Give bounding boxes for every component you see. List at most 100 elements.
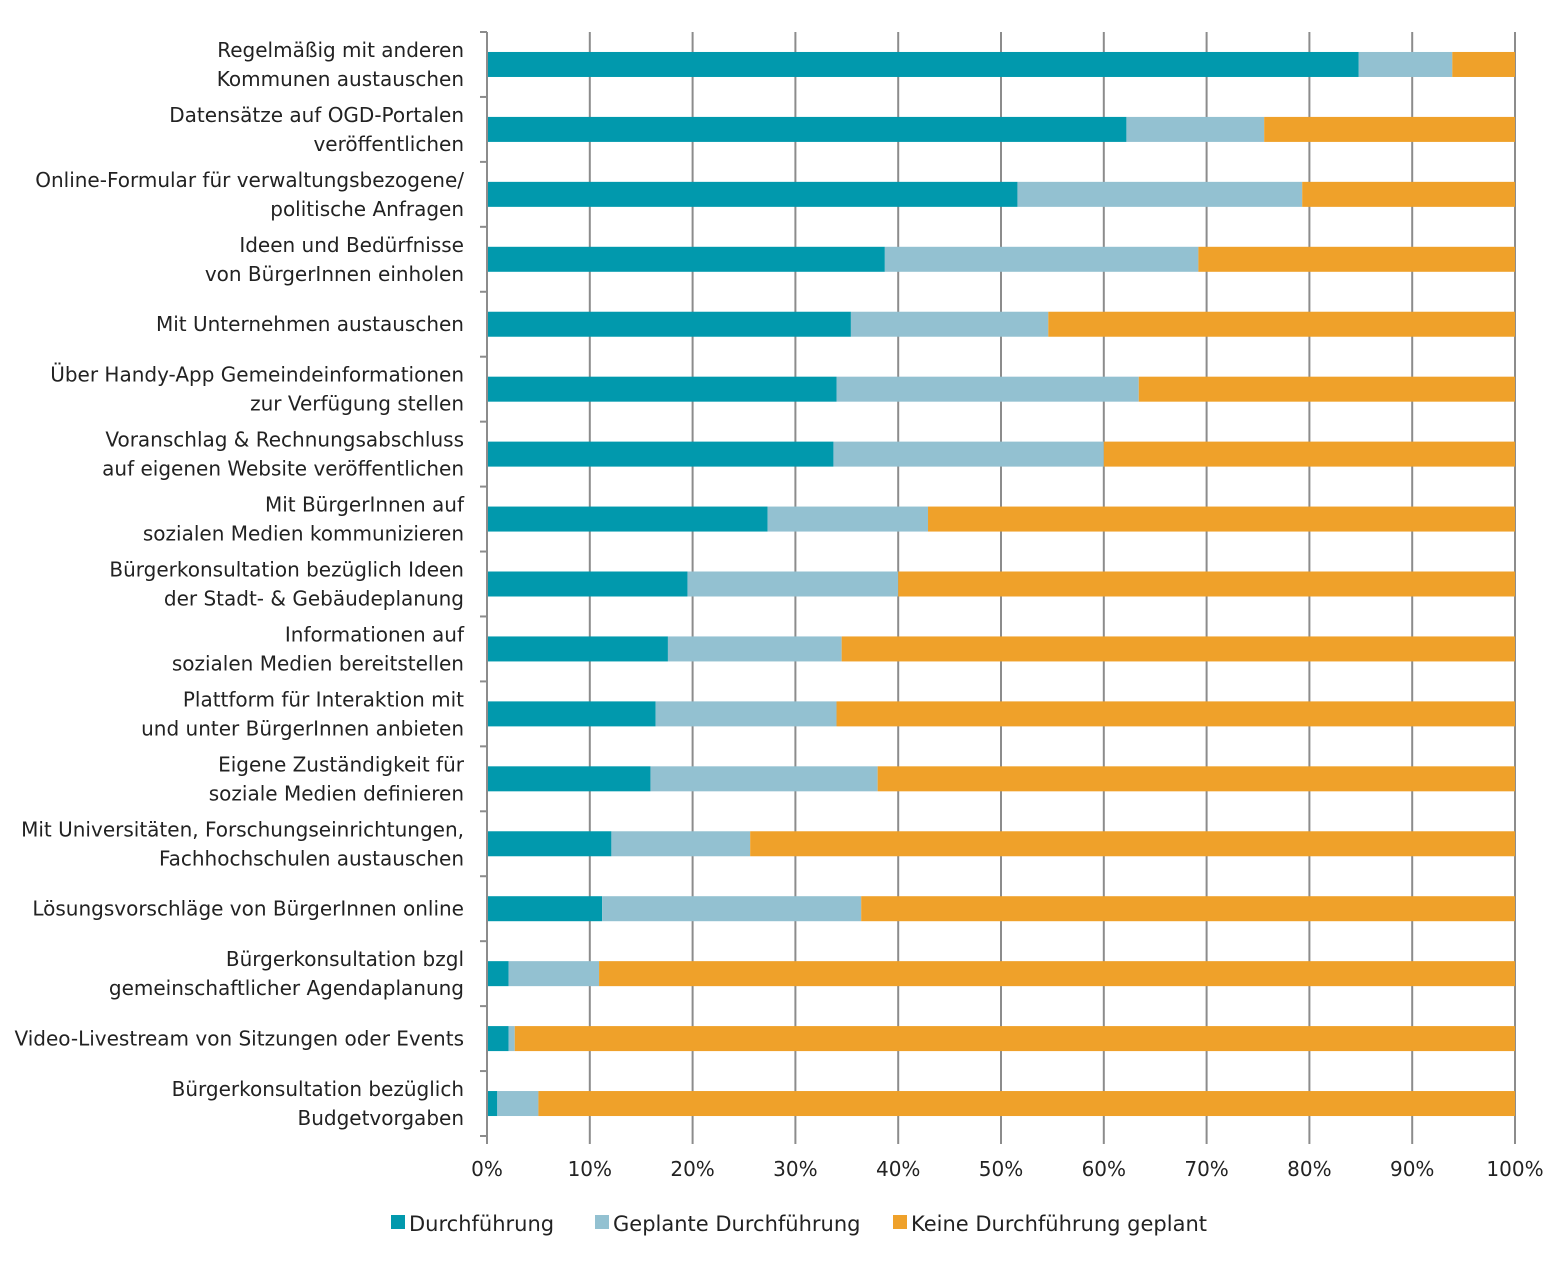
bar-segment <box>508 961 600 987</box>
bar-segment <box>833 441 1104 467</box>
category-label: Mit BürgerInnen auf sozialen Medien kommu… <box>143 493 465 546</box>
category-label: Datensätze auf OGD-Portalen veröffentlich… <box>169 103 464 156</box>
category-label-line: Voranschlag & Rechnungsabschluss <box>105 428 464 452</box>
bar-segment <box>487 571 688 597</box>
category-label-line: Video-Livestream von Sitzungen oder Even… <box>14 1027 464 1051</box>
x-tick-label: 70% <box>1184 1157 1228 1181</box>
legend-label: Geplante Durchführung <box>613 1212 860 1236</box>
category-label-line: Mit Universitäten, Forschungseinrichtung… <box>21 817 464 841</box>
bar-segment <box>850 311 1049 337</box>
bar-segment <box>750 831 1515 857</box>
x-tick-label: 80% <box>1287 1157 1331 1181</box>
bar-segment <box>514 1026 1515 1052</box>
x-tick-label: 60% <box>1082 1157 1126 1181</box>
bar-segment <box>487 246 885 272</box>
category-label: Eigene Zuständigkeit für soziale Medien d… <box>209 752 465 805</box>
bar-segment <box>487 116 1127 142</box>
bar-segment <box>1452 51 1515 77</box>
bar-segment <box>487 701 656 727</box>
category-label-line: zur Verfügung stellen <box>250 392 464 416</box>
bar-segment <box>1048 311 1515 337</box>
bar-segment <box>650 766 878 792</box>
bar-segment <box>767 506 929 532</box>
category-label: Informationen auf sozialen Medien bereits… <box>172 622 465 675</box>
bar-segment <box>1198 246 1515 272</box>
bar-segment <box>508 1026 515 1052</box>
x-tick-label: 0% <box>471 1157 503 1181</box>
category-label: Über Handy-App Gemeindeinformationen zur … <box>50 363 464 416</box>
category-label: Voranschlag & Rechnungsabschluss auf eige… <box>102 428 464 481</box>
bar-segment <box>497 1091 539 1117</box>
legend-swatch <box>595 1215 609 1229</box>
x-tick-label: 20% <box>670 1157 714 1181</box>
category-label-line: Bürgerkonsultation bezüglich <box>172 1077 464 1101</box>
bar-segment <box>1126 116 1265 142</box>
category-label-line: von BürgerInnen einholen <box>205 262 464 286</box>
category-label: Bürgerkonsultation bezüglich Budgetvorgab… <box>172 1077 464 1130</box>
category-label-line: Fachhochschulen austauschen <box>159 846 464 870</box>
bar-segment <box>487 506 768 532</box>
category-label: Ideen und Bedürfnisse von BürgerInnen ein… <box>205 233 464 286</box>
bar-segment <box>841 636 1515 662</box>
bar-segment <box>836 701 1515 727</box>
category-label: Lösungsvorschläge von BürgerInnen online <box>32 897 464 921</box>
bar-segment <box>1358 51 1453 77</box>
category-label-line: Informationen auf <box>285 622 465 646</box>
category-label-line: auf eigenen Website veröffentlichen <box>102 457 464 481</box>
category-label: Bürgerkonsultation bzgl gemeinschaftliche… <box>109 947 464 1000</box>
category-label-line: veröffentlichen <box>313 132 464 156</box>
bar-segment <box>487 51 1359 77</box>
category-label-line: Online-Formular für verwaltungsbezogene/ <box>35 168 464 192</box>
legend-swatch <box>391 1215 405 1229</box>
bar-segment <box>877 766 1515 792</box>
axes <box>480 31 488 1144</box>
x-tick-label: 90% <box>1390 1157 1434 1181</box>
category-label-line: Lösungsvorschläge von BürgerInnen online <box>32 897 464 921</box>
category-label-line: der Stadt- & Gebäudeplanung <box>164 587 464 611</box>
bar-segment <box>487 1091 498 1117</box>
x-tick-label: 10% <box>568 1157 612 1181</box>
category-label-line: Kommunen austauschen <box>217 67 464 91</box>
category-label-line: Eigene Zuständigkeit für <box>218 752 465 776</box>
category-label-line: soziale Medien definieren <box>209 781 464 805</box>
category-label-line: Ideen und Bedürfnisse <box>239 233 464 257</box>
x-tick-label: 100% <box>1486 1157 1543 1181</box>
bar-segment <box>487 376 837 402</box>
bar-segment <box>487 896 603 922</box>
bar-segment <box>602 896 862 922</box>
legend-label: Keine Durchführung geplant <box>911 1212 1207 1236</box>
bar-segment <box>487 636 668 662</box>
category-label-line: Datensätze auf OGD-Portalen <box>169 103 464 127</box>
bar-segment <box>667 636 842 662</box>
legend: Durchführung Geplante Durchführung Keine D… <box>391 1212 1207 1236</box>
category-label-line: Bürgerkonsultation bezüglich Ideen <box>109 558 464 582</box>
bar-segment <box>487 441 834 467</box>
bar-segment <box>487 831 612 857</box>
bars <box>487 51 1515 1117</box>
category-label: Regelmäßig mit anderen Kommunen austausch… <box>217 38 464 91</box>
legend-swatch <box>893 1215 907 1229</box>
bar-segment <box>1264 116 1515 142</box>
bar-segment <box>599 961 1515 987</box>
bar-segment <box>487 961 509 987</box>
x-tick-label: 40% <box>876 1157 920 1181</box>
category-label-line: gemeinschaftlicher Agendaplanung <box>109 976 464 1000</box>
legend-label: Durchführung <box>409 1212 554 1236</box>
bar-segment <box>1017 181 1303 207</box>
category-label-line: politische Anfragen <box>270 197 464 221</box>
bar-segment <box>884 246 1199 272</box>
category-label: Online-Formular für verwaltungsbezogene/… <box>35 168 464 221</box>
x-tick-label: 50% <box>979 1157 1023 1181</box>
category-label: Bürgerkonsultation bezüglich Ideen der St… <box>109 558 464 611</box>
bar-segment <box>1138 376 1515 402</box>
category-label-line: Budgetvorgaben <box>297 1106 464 1130</box>
bar-segment <box>1302 181 1515 207</box>
category-label-line: Mit BürgerInnen auf <box>265 493 465 517</box>
bar-segment <box>928 506 1515 532</box>
category-labels: Regelmäßig mit anderen Kommunen austausch… <box>14 38 464 1130</box>
category-label-line: Über Handy-App Gemeindeinformationen <box>50 363 464 387</box>
category-label: Plattform für Interaktion mit und unter B… <box>141 687 464 740</box>
bar-segment <box>1103 441 1515 467</box>
bar-segment <box>487 181 1018 207</box>
